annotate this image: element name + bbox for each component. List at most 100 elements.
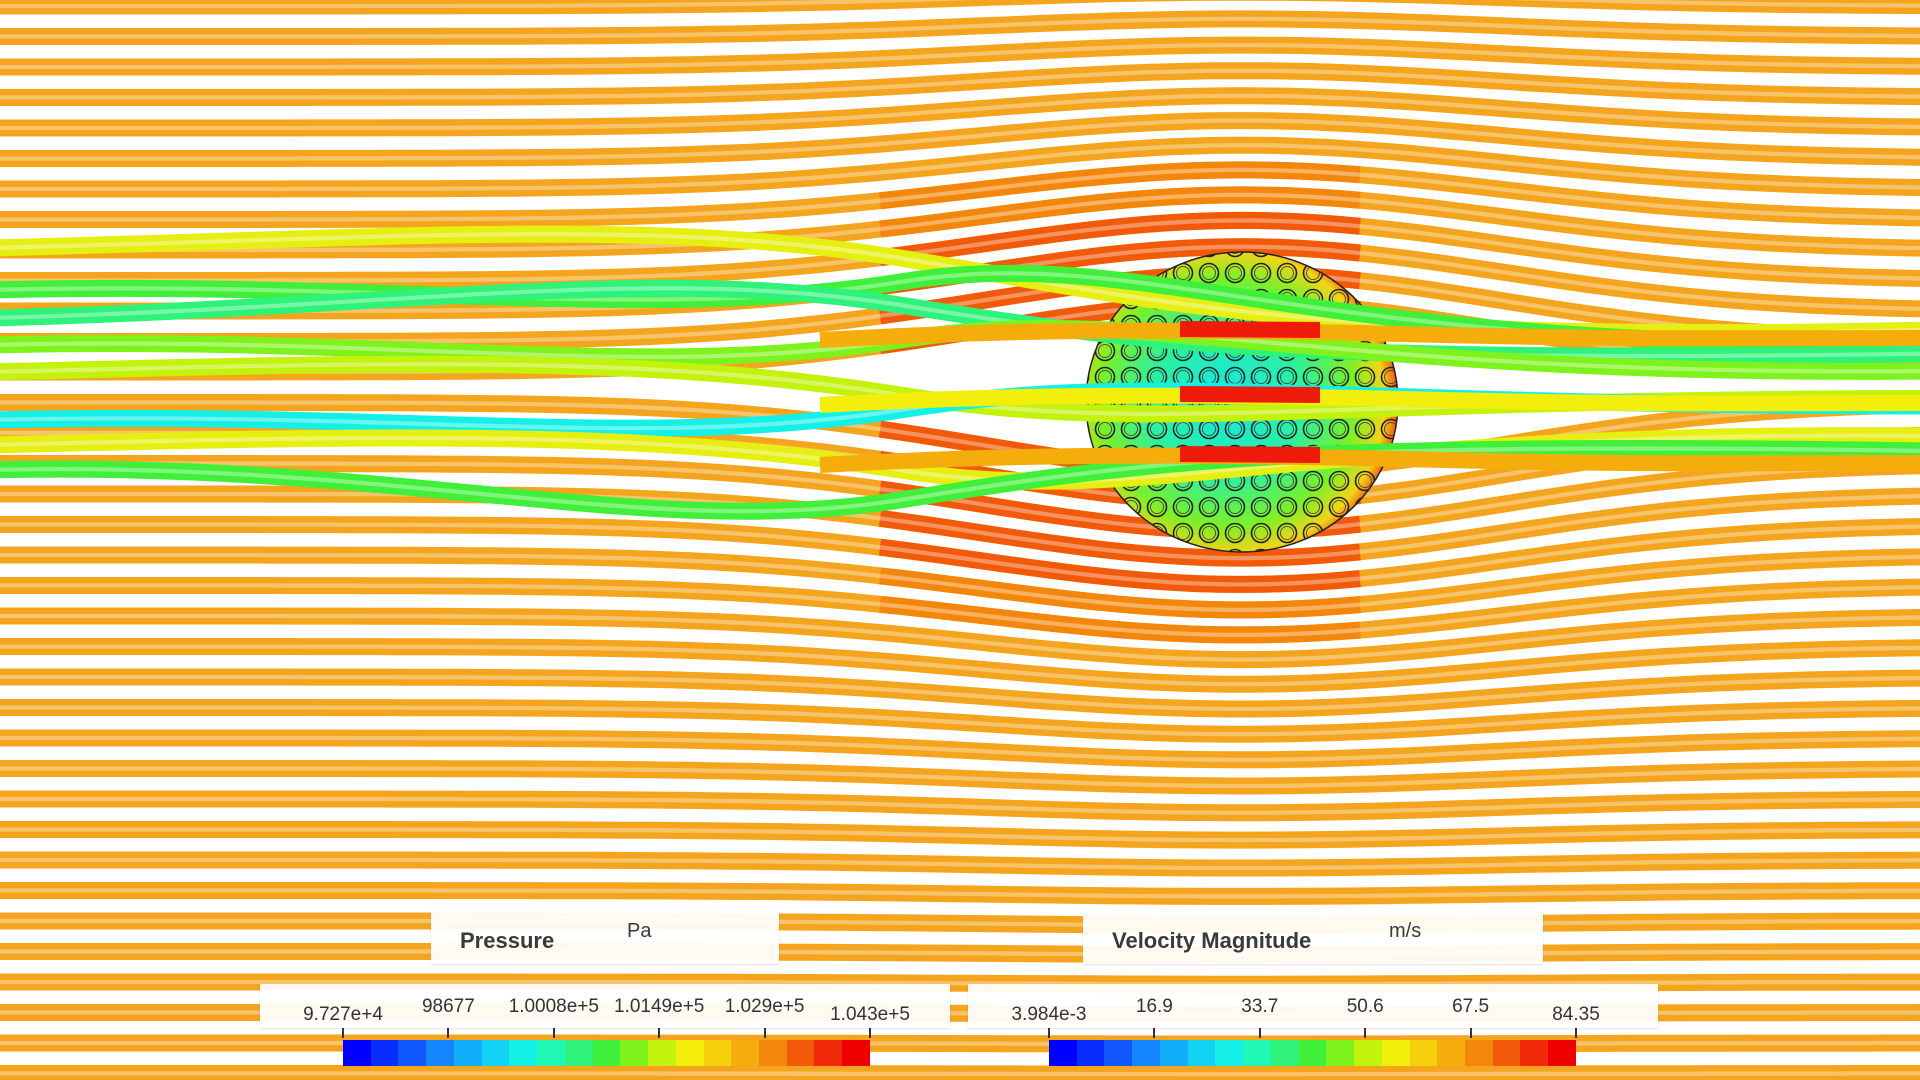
streamline-highlight — [0, 143, 1920, 192]
pressure-legend-title: Pressure — [460, 928, 555, 953]
pressure-legend-unit: Pa — [627, 920, 652, 942]
streamline-high-velocity-segment — [878, 538, 1361, 593]
streamline-highlight — [0, 491, 1920, 561]
streamline-high-velocity-segment — [879, 186, 1361, 238]
pressure-tick-label: 98677 — [421, 996, 475, 1017]
pressure-colorbar-segment — [509, 1040, 538, 1066]
streamline — [0, 607, 1920, 669]
streamlines-foreground — [0, 225, 1920, 520]
pressure-tick-mark — [342, 1028, 344, 1038]
streamline-high-velocity-segment — [878, 509, 1361, 567]
pressure-tick-label: 1.043e+5 — [830, 1004, 910, 1025]
streamline-highlight — [0, 16, 1920, 39]
streamline-highlight — [0, 735, 1920, 762]
pressure-colorbar-segment — [453, 1040, 482, 1066]
velocity-tick-mark — [1048, 1028, 1050, 1038]
pressure-colorbar-segment — [842, 1040, 870, 1066]
velocity-tick-mark — [1258, 1028, 1261, 1038]
velocity-tick-label: 16.9 — [1135, 996, 1173, 1017]
velocity-tick-label: 50.6 — [1346, 996, 1384, 1017]
streamline-high-velocity-segment — [879, 567, 1361, 619]
streamline — [0, 790, 1920, 822]
streamline — [0, 62, 1920, 106]
streamline-highlight — [0, 522, 1920, 587]
velocity-colorbar-segment — [1409, 1040, 1438, 1066]
velocity-legend-title: Velocity Magnitude — [1112, 928, 1312, 953]
crossing-streamline — [819, 447, 1920, 473]
pressure-colorbar-segment — [620, 1040, 649, 1066]
streamline-highlight — [0, 218, 1920, 283]
streamline — [0, 36, 1920, 76]
streamline-highlight — [0, 857, 1920, 871]
velocity-colorbar-segment — [1243, 1040, 1271, 1066]
streamline-highlight — [0, 766, 1920, 789]
streamline-high-velocity-segment — [879, 595, 1361, 644]
velocity-colorbar-segment — [1187, 1040, 1216, 1066]
streamline-highlight — [0, 827, 1920, 843]
velocity-colorbar-segment — [1049, 1040, 1077, 1066]
velocity-legend-header: Velocity Magnitude m/s — [1083, 908, 1543, 964]
streamline-highlight — [0, 93, 1920, 131]
velocity-tick-label: 3.984e-3 — [1011, 1004, 1087, 1025]
pressure-colorbar-segment — [731, 1040, 760, 1066]
streamline — [0, 112, 1920, 167]
pressure-colorbar-segment — [564, 1040, 593, 1066]
pressure-tick-mark — [763, 1028, 766, 1038]
streamline — [0, 136, 1920, 198]
streamline — [0, 699, 1920, 743]
pressure-tick-label: 1.0149e+5 — [614, 996, 705, 1017]
pressure-colorbar-segment — [398, 1040, 427, 1066]
velocity-colorbar — [1049, 1040, 1576, 1066]
velocity-tick-mark — [1153, 1028, 1156, 1038]
velocity-colorbar-segment — [1076, 1040, 1105, 1066]
velocity-tick-label: 84.35 — [1552, 1004, 1600, 1025]
velocity-colorbar-segment — [1270, 1040, 1299, 1066]
streamline-highlight — [0, 796, 1920, 815]
streamline-high-velocity-segment — [879, 161, 1361, 210]
streamline-highlight — [0, 979, 1920, 987]
pressure-colorbar-segment — [592, 1040, 621, 1066]
velocity-tick-label: 67.5 — [1452, 996, 1490, 1017]
streamline — [0, 1034, 1920, 1053]
velocity-colorbar-segment — [1132, 1040, 1160, 1066]
velocity-colorbar-segment — [1492, 1040, 1521, 1066]
velocity-legend-unit: m/s — [1389, 920, 1422, 942]
pressure-tick-label: 1.0008e+5 — [508, 996, 599, 1017]
velocity-colorbar-segment — [1437, 1040, 1466, 1066]
crossing-streamline — [819, 387, 1920, 413]
velocity-colorbar-segment — [1326, 1040, 1355, 1066]
velocity-colorbar-segment — [1104, 1040, 1133, 1066]
streamline — [0, 973, 1920, 993]
pressure-tick-mark — [447, 1028, 450, 1038]
velocity-colorbar-segment — [1215, 1040, 1244, 1066]
velocity-colorbar-segment — [1159, 1040, 1188, 1066]
crossing-streamline-peak-segment — [1179, 386, 1321, 403]
pressure-colorbar-segment — [343, 1040, 371, 1066]
streamline-highlight — [0, 1040, 1920, 1047]
pressure-colorbar-segment — [814, 1040, 843, 1066]
pressure-colorbar-segment — [675, 1040, 704, 1066]
wake-streamline — [0, 264, 1920, 352]
streamline — [0, 638, 1920, 693]
streamline — [0, 729, 1920, 769]
pressure-legend-header: Pressure Pa — [431, 908, 779, 964]
pressure-colorbar-segment — [370, 1040, 399, 1066]
streamline — [0, 851, 1920, 877]
streamline — [0, 87, 1920, 137]
streamline-highlight — [0, 271, 1920, 346]
pressure-colorbar-segment — [537, 1040, 565, 1066]
streamline-highlight — [0, 446, 1920, 514]
pressure-colorbar-segment — [426, 1040, 454, 1066]
pressure-tick-label: 1.029e+5 — [724, 996, 805, 1017]
streamline-highlight — [0, 949, 1920, 957]
velocity-tick-mark — [1575, 1028, 1577, 1038]
crossing-streamline-peak-segment — [1179, 446, 1321, 463]
velocity-colorbar-segment — [1381, 1040, 1410, 1066]
streamline-highlight — [0, 705, 1920, 737]
velocity-colorbar-segment — [1465, 1040, 1493, 1066]
pressure-colorbar-segment — [481, 1040, 510, 1066]
streamline-highlight — [0, 918, 1920, 928]
streamline-highlight — [0, 167, 1920, 222]
streamline-highlight — [0, 644, 1920, 687]
